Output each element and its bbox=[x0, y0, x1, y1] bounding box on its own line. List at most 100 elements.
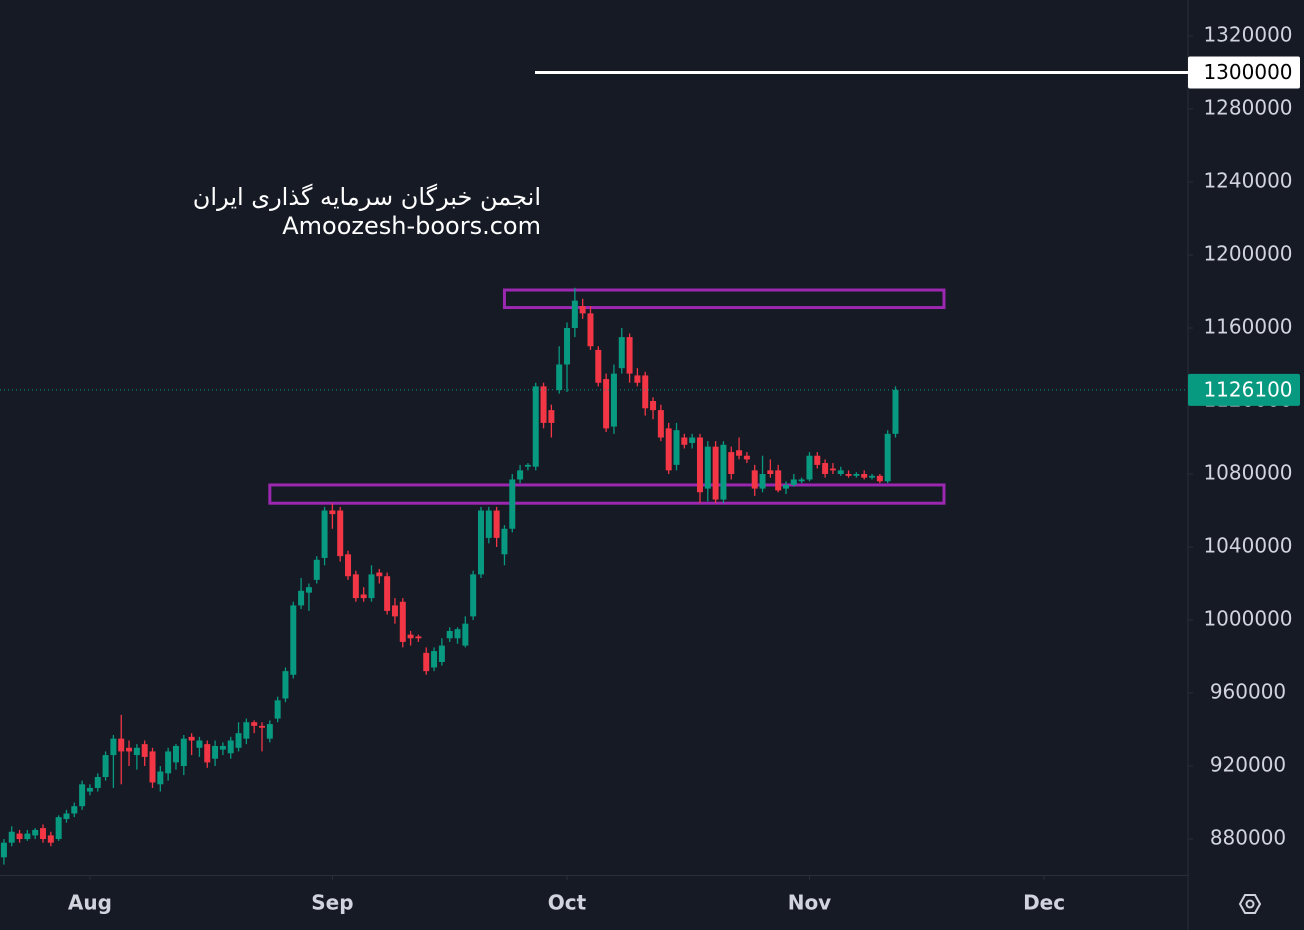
y-tick-label: 1240000 bbox=[1203, 168, 1292, 192]
y-tick-label: 1160000 bbox=[1203, 314, 1292, 338]
x-tick-label: Aug bbox=[68, 891, 112, 915]
candle-body bbox=[235, 733, 242, 748]
candle-body bbox=[767, 470, 774, 475]
candle-body bbox=[305, 587, 312, 593]
candle-body bbox=[313, 559, 320, 580]
candle-body bbox=[243, 722, 250, 739]
candle-body bbox=[438, 645, 445, 662]
candle-body bbox=[790, 479, 797, 485]
candle-body bbox=[329, 510, 336, 515]
zone-rectangle bbox=[268, 483, 946, 505]
candle-body bbox=[493, 510, 500, 538]
candle-body bbox=[822, 463, 829, 475]
candle-body bbox=[532, 386, 539, 467]
y-tick-label: 1000000 bbox=[1203, 607, 1292, 631]
last-price-box bbox=[1188, 373, 1300, 406]
candle-body bbox=[603, 379, 610, 429]
candle-body bbox=[407, 634, 414, 639]
candle-body bbox=[845, 474, 852, 476]
candle-body bbox=[227, 740, 234, 754]
watermark-title: انجمن خبرگان سرمایه گذاری ایران bbox=[192, 183, 541, 211]
candle-body bbox=[485, 510, 492, 538]
candle-body bbox=[86, 787, 93, 792]
candle-body bbox=[470, 574, 477, 617]
candle-body bbox=[219, 745, 226, 750]
candle-body bbox=[892, 389, 899, 434]
candle-body bbox=[47, 835, 54, 843]
y-tick-label: 960000 bbox=[1210, 680, 1286, 704]
candle-body bbox=[282, 671, 289, 699]
y-tick-label: 1080000 bbox=[1203, 461, 1292, 485]
candle-body bbox=[212, 745, 219, 759]
candle-body bbox=[79, 784, 86, 807]
candle-body bbox=[650, 400, 657, 411]
candle-body bbox=[829, 468, 836, 471]
candle-body bbox=[869, 475, 876, 478]
candle-body bbox=[298, 590, 305, 606]
candle-body bbox=[196, 740, 203, 748]
candle-body bbox=[337, 510, 344, 557]
candle-body bbox=[399, 601, 406, 642]
candle-body bbox=[564, 327, 571, 365]
x-tick-label: Sep bbox=[311, 891, 353, 915]
settings-icon-center[interactable] bbox=[1245, 899, 1255, 909]
horizontal-line-box bbox=[1188, 56, 1300, 89]
candle-body bbox=[376, 572, 383, 577]
x-tick-label: Oct bbox=[548, 891, 587, 915]
candle-body bbox=[618, 337, 625, 369]
horizontal-line-label: 1300000 bbox=[1203, 60, 1292, 84]
candle-body bbox=[141, 744, 148, 757]
settings-button[interactable] bbox=[1238, 894, 1262, 914]
candle-body bbox=[55, 817, 62, 840]
candle-body bbox=[509, 479, 516, 529]
candle-body bbox=[712, 446, 719, 500]
candle-body bbox=[837, 470, 844, 475]
candle-body bbox=[431, 651, 438, 668]
plot-area bbox=[0, 287, 946, 865]
candle-body bbox=[501, 528, 508, 555]
candle-body bbox=[157, 771, 164, 785]
y-tick-label: 920000 bbox=[1210, 753, 1286, 777]
candle-body bbox=[736, 450, 743, 456]
candle-body bbox=[548, 410, 555, 423]
candle-body bbox=[384, 576, 391, 611]
candle-body bbox=[876, 475, 883, 482]
candle-body bbox=[172, 745, 179, 763]
candle-body bbox=[24, 833, 31, 840]
candle-body bbox=[8, 831, 15, 843]
candle-body bbox=[610, 373, 617, 427]
candle-body bbox=[266, 724, 273, 739]
candle-body bbox=[524, 464, 531, 467]
candle-body bbox=[321, 510, 328, 558]
candle-body bbox=[345, 554, 352, 577]
x-tick-label: Nov bbox=[788, 891, 832, 915]
candle-body bbox=[71, 806, 78, 814]
candle-body bbox=[477, 510, 484, 575]
candle-body bbox=[290, 605, 297, 675]
settings-icon[interactable] bbox=[1238, 894, 1262, 914]
candle-body bbox=[657, 410, 664, 438]
candle-body bbox=[16, 833, 23, 840]
candle-body bbox=[571, 300, 578, 328]
y-tick-label: 1280000 bbox=[1203, 95, 1292, 119]
candle-body bbox=[462, 623, 469, 646]
candle-body bbox=[595, 349, 602, 383]
y-tick-label: 880000 bbox=[1210, 826, 1286, 850]
candle-body bbox=[102, 755, 109, 777]
candle-body bbox=[587, 313, 594, 347]
last-price-label: 1126100 bbox=[1203, 377, 1292, 401]
candle-body bbox=[204, 744, 211, 763]
candle-body bbox=[642, 375, 649, 409]
candle-body bbox=[352, 574, 359, 599]
candle-body bbox=[94, 776, 101, 788]
candle-body bbox=[884, 433, 891, 482]
candle-body bbox=[743, 455, 750, 460]
candle-body bbox=[133, 747, 140, 756]
candle-body bbox=[681, 437, 688, 445]
candle-body bbox=[665, 428, 672, 471]
candle-body bbox=[251, 722, 258, 726]
candle-body bbox=[259, 725, 266, 728]
candle-body bbox=[696, 437, 703, 493]
